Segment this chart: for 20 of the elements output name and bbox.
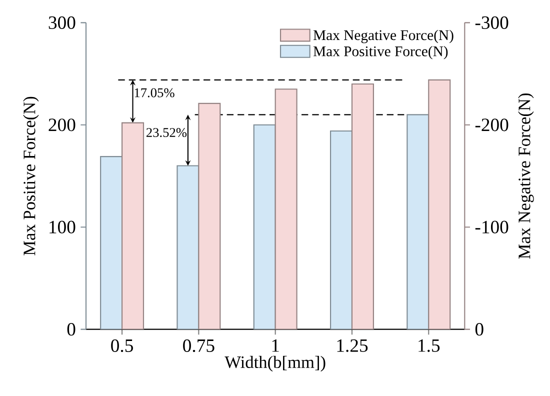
annotation: 17.05% <box>134 88 174 98</box>
y2-tick-label: -100 <box>475 220 508 234</box>
y-tick-label: 200 <box>48 118 76 132</box>
y2-tick-label: 0 <box>475 323 484 336</box>
y2-axis-title: Max Negative Force(N) <box>518 93 534 259</box>
x-tick-label: 1 <box>272 339 279 352</box>
x-tick-label: 1.5 <box>418 339 440 352</box>
annotation: 23.52% <box>146 128 187 138</box>
legend-label: Max Negative Force(N) <box>313 30 454 44</box>
y2-tick-label: -200 <box>475 118 508 132</box>
x-tick-label: 1.25 <box>337 339 368 352</box>
x-tick-label: 0.75 <box>183 339 214 352</box>
y2-tick-label: -300 <box>475 16 508 29</box>
y-tick-label: 0 <box>67 323 76 336</box>
y-tick-label: 300 <box>48 16 76 29</box>
x-tick-label: 0.5 <box>111 339 133 352</box>
x-axis-title: Width(b[mm]) <box>224 356 326 372</box>
y-tick-label: 100 <box>50 220 76 234</box>
legend-label: Max Positive Force(N) <box>313 46 448 60</box>
y-axis-title: Max Positive Force(N) <box>23 96 39 256</box>
